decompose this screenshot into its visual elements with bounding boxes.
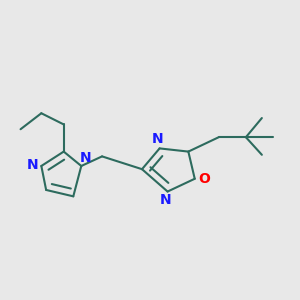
Text: N: N xyxy=(27,158,38,172)
Text: N: N xyxy=(160,194,172,208)
Text: N: N xyxy=(79,151,91,165)
Text: N: N xyxy=(152,132,164,146)
Text: O: O xyxy=(198,172,210,186)
